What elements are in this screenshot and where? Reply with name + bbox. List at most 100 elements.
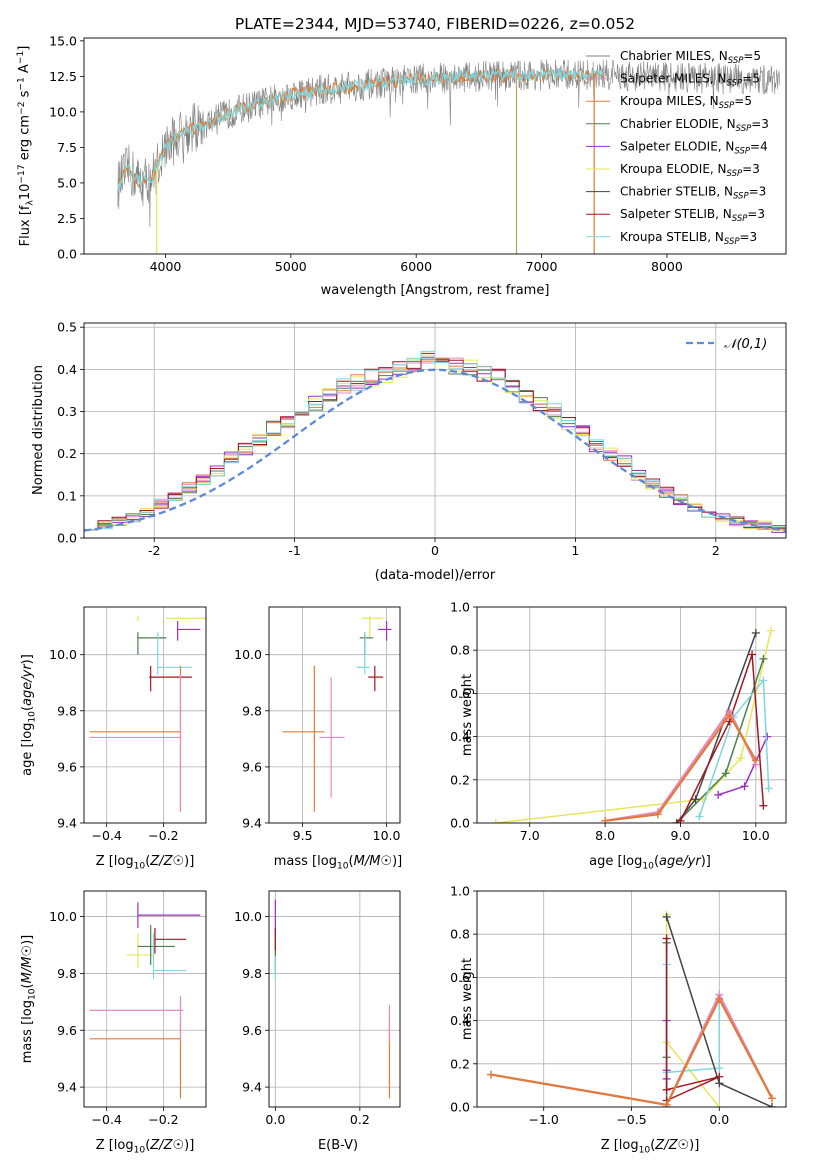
y-tick-label: 12.5 [49,69,77,84]
y-tick-label: 10.0 [49,104,77,119]
x-tick-label: −0.4 [92,828,122,843]
legend-value: =5 [743,49,761,63]
panel-z-weight: −1.0 −0.5 0.0 0.0 0.2 0.4 0.6 0.8 1.0 Z [log10(Z/… [450,884,787,1156]
x-tick-label: 7000 [526,259,558,274]
label-part: )] [20,935,35,945]
label-part: ] [16,46,31,51]
y-tick-label: 0.8 [450,643,470,658]
spectrum-ylabel: Flux [fλ10−17 erg cm−2 s−1 A−1] [16,46,36,247]
label-part: ( [145,1138,150,1153]
panel-z-age: −0.4 −0.29.49.69.810.0Z [log10(Z/Z☉)]age … [20,606,207,872]
label-part: −1 [16,77,26,90]
y-tick-label: 9.8 [242,703,262,718]
label-part: age [log [589,854,642,869]
label-part: −1 [16,51,26,64]
panel-ebv-mass: 0.0 0.2 9.4 9.6 9.8 10.0 E(B-V) [234,890,401,1153]
figure-title: PLATE=2344, MJD=53740, FIBERID=0226, z=0… [235,15,635,33]
x-tick-label: 5000 [275,259,307,274]
legend-label: Chabrier ELODIE, NSSP=3 [620,117,769,134]
label-part: )] [701,854,711,869]
label-part: 10 [28,988,38,1000]
label-part: Flux [f [18,205,33,246]
label-part: Z [log [96,1138,134,1153]
z-mass-ylabel: mass [log10(M/M☉)] [20,935,38,1063]
label-part: ( [145,854,150,869]
legend-text: Chabrier MILES, N [620,49,728,63]
legend-text: Salpeter STELIB, N [620,207,732,221]
label-part: Z [log [601,1138,639,1153]
label-part: erg cm [18,115,33,164]
spectrum-xlabel: wavelength [Angstrom, rest frame] [321,283,550,298]
plot-area [117,59,780,254]
y-tick-label: 0.5 [57,320,77,335]
residual-ylabel: Normed distribution [31,365,46,495]
z-weight-xlabel: Z [log10(Z/Z☉)] [601,1138,700,1156]
spectrum-data-line [117,59,780,227]
x-tick-label: 0 [431,543,439,558]
y-tick-label: 9.8 [57,966,77,981]
y-tick-label: 7.5 [57,140,77,155]
x-tick-label: 0.2 [350,1112,370,1127]
legend-value: =5 [734,94,752,108]
legend-label: Kroupa MILES, NSSP=5 [620,94,752,111]
label-part: A [17,64,32,77]
label-part: )] [184,1138,194,1153]
legend-value: =3 [740,230,758,244]
legend-sub: SSP [719,101,735,111]
y-tick-label: 9.6 [242,759,262,774]
legend-label: Salpeter ELODIE, NSSP=4 [620,139,768,156]
label-part: λ [26,200,36,206]
label-part: 10 [639,1146,651,1156]
y-tick-label: 1.0 [450,884,470,899]
plot-area [477,891,786,1107]
x-tick-label: −0.5 [616,1112,646,1127]
y-tick-label: 0.1 [57,488,77,503]
legend-label: Kroupa ELODIE, NSSP=3 [620,162,760,179]
x-tick-label: 6000 [400,259,432,274]
spectrum-model-line [117,67,605,193]
legend-value: =3 [751,117,769,131]
label-part: −2 [17,102,27,115]
mass-age-xlabel: mass [log10(M/M☉)] [274,854,402,872]
y-tick-label: 9.6 [242,1023,262,1038]
legend-text: Kroupa MILES, N [620,94,719,108]
legend-sub: SSP [728,56,744,66]
plot-area [84,607,206,823]
residual-xlabel: (data-model)/error [375,568,496,583]
panel-spectrum: 4000 5000 6000 7000 8000 0.0 2.5 5.0 7.5 10.0 12.5… [16,33,787,298]
x-tick-label: −1.0 [529,1112,559,1127]
y-tick-label: 15.0 [49,33,77,48]
x-tick-label: 10.0 [742,828,770,843]
y-tick-label: 9.4 [242,1080,262,1095]
plot-area [477,607,786,823]
legend-text: Salpeter MILES, N [620,72,727,86]
z-age-ylabel: age [log10(age/yr)] [20,654,38,776]
label-part: Z/Z☉ [654,1138,689,1153]
label-part: mass [log [20,1000,35,1063]
y-tick-label: 0.6 [450,686,470,701]
label-part: age/yr [659,854,702,869]
axes-frame [83,606,207,824]
y-tick-label: 9.8 [57,703,77,718]
legend-label: Chabrier MILES, NSSP=5 [620,49,761,66]
label-part: M/M☉ [354,854,392,869]
y-tick-label: 2.5 [57,211,77,226]
y-tick-label: 1.0 [450,600,470,615]
axes-frame [83,37,787,255]
y-tick-label: 9.6 [57,759,77,774]
legend-sub: SSP [733,192,749,202]
weight-line [679,654,765,822]
y-tick-label: 9.4 [242,816,262,831]
axes-frame [268,606,401,824]
y-tick-label: 10.0 [234,647,262,662]
legend-label: Kroupa STELIB, NSSP=3 [620,230,757,247]
legend-label: Salpeter STELIB, NSSP=3 [620,207,765,224]
x-tick-label: 0.0 [709,1112,729,1127]
label-part: )] [184,854,194,869]
label-part: 10 [337,862,349,872]
legend-text: Salpeter ELODIE, N [620,139,734,153]
x-tick-label: 7.0 [520,828,540,843]
y-tick-label: 10.0 [49,909,77,924]
plot-area [84,323,786,538]
